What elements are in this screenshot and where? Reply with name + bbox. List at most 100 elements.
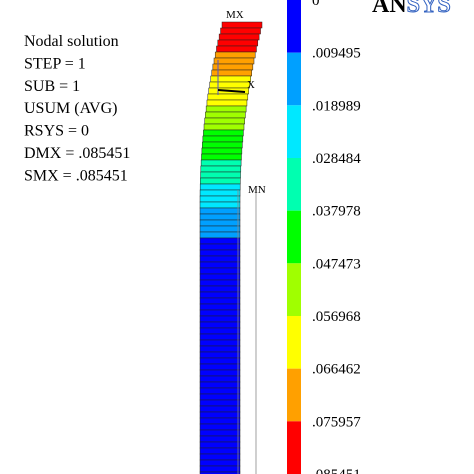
beam: [199, 21, 263, 474]
beam-slice: [199, 363, 241, 371]
beam-slice: [199, 237, 241, 245]
node-label: X: [247, 79, 255, 91]
beam-slice: [204, 117, 245, 125]
beam-slice: [199, 357, 241, 365]
legend-swatch: [287, 316, 301, 369]
beam-slice: [206, 99, 248, 107]
beam-slice: [199, 207, 241, 215]
legend-swatch: [287, 158, 301, 211]
beam-slice: [199, 261, 241, 269]
legend-label: .066462: [312, 362, 361, 378]
beam-slice: [199, 321, 241, 329]
beam-slice: [200, 165, 242, 173]
logo: ANSYS: [372, 0, 451, 18]
beam-slice: [199, 315, 241, 323]
legend-swatch: [287, 421, 301, 474]
beam-slice: [199, 435, 241, 443]
legend-label: .056968: [312, 309, 361, 325]
legend-label: .075957: [312, 414, 361, 430]
beam-slice: [199, 441, 241, 449]
legend-label: 0: [312, 0, 320, 9]
beam-slice: [203, 123, 245, 131]
beam-slice: [199, 393, 241, 401]
beam-slice: [218, 33, 260, 41]
info-block: Nodal solution STEP = 1 SUB = 1 USUM (AVG) R…: [24, 33, 130, 184]
beam-slice: [199, 231, 241, 239]
min-label: MN: [248, 184, 266, 196]
beam-slice: [214, 51, 256, 59]
legend-swatch: [287, 105, 301, 158]
beam-slice: [199, 447, 241, 455]
beam-slice: [199, 459, 241, 467]
beam-slice: [199, 195, 241, 203]
beam-slice: [201, 147, 243, 155]
beam-slice: [199, 369, 241, 377]
legend-label: .085451: [312, 467, 361, 474]
beam-slice: [199, 303, 241, 311]
beam-slice: [199, 279, 241, 287]
legend-label: .009495: [312, 46, 361, 62]
beam-slice: [207, 93, 249, 101]
beam-slice: [200, 159, 242, 167]
beam-slice: [199, 183, 241, 191]
beam-slice: [201, 153, 242, 161]
legend-label: .028484: [312, 151, 361, 167]
info-line: SMX = .085451: [24, 167, 128, 184]
info-line: RSYS = 0: [24, 123, 89, 140]
beam-slice: [199, 471, 241, 474]
legend-swatch: [287, 52, 301, 106]
beam-slice: [199, 465, 241, 473]
beam-slice: [199, 267, 241, 275]
beam-slice: [217, 39, 259, 47]
beam-slice: [199, 387, 241, 395]
beam-slice: [200, 177, 241, 185]
logo-right: SYS: [407, 0, 451, 18]
beam-slice: [199, 189, 241, 197]
beam-slice: [203, 129, 244, 137]
info-line: DMX = .085451: [24, 145, 130, 162]
undeformed-outline: [237, 190, 257, 474]
legend-swatch: [287, 263, 301, 316]
beam-slice: [202, 135, 244, 143]
beam-slice: [199, 411, 241, 419]
beam-slice: [199, 405, 241, 413]
beam-slice: [220, 27, 261, 35]
logo-left: AN: [372, 0, 407, 18]
beam-slice: [199, 375, 241, 383]
beam-slice: [199, 345, 241, 353]
beam-slice: [199, 351, 241, 359]
beam-slice: [199, 339, 241, 347]
beam-slice: [199, 273, 241, 281]
beam-slice: [199, 291, 241, 299]
beam-slice: [199, 417, 241, 425]
beam-slice: [199, 225, 241, 233]
beam-slice: [210, 75, 251, 83]
beam-slice: [202, 141, 243, 149]
beam-slice: [221, 21, 263, 29]
beam-slice: [213, 57, 255, 65]
beam-slice: [199, 381, 241, 389]
axis-marker: [217, 89, 246, 93]
beam-slice: [199, 327, 241, 335]
beam-slice: [199, 201, 241, 209]
beam-slice: [199, 333, 241, 341]
info-line: STEP = 1: [24, 55, 86, 72]
beam-slice: [216, 45, 257, 53]
beam-slice: [199, 213, 241, 221]
beam-slice: [199, 399, 241, 407]
beam-slice: [199, 255, 241, 263]
beam-slice: [199, 453, 241, 461]
info-line: Nodal solution: [24, 33, 119, 50]
max-label: MX: [226, 9, 244, 21]
legend-label: .037978: [312, 204, 361, 220]
info-line: SUB = 1: [24, 78, 80, 95]
beam-slice: [199, 423, 241, 431]
beam-slice: [205, 105, 247, 113]
beam-slice: [205, 111, 246, 119]
legend-swatch: [287, 368, 301, 422]
beam-slice: [199, 243, 241, 251]
legend-swatch: [287, 0, 301, 53]
beam-slice: [209, 81, 250, 89]
legend-swatch: [287, 210, 301, 264]
